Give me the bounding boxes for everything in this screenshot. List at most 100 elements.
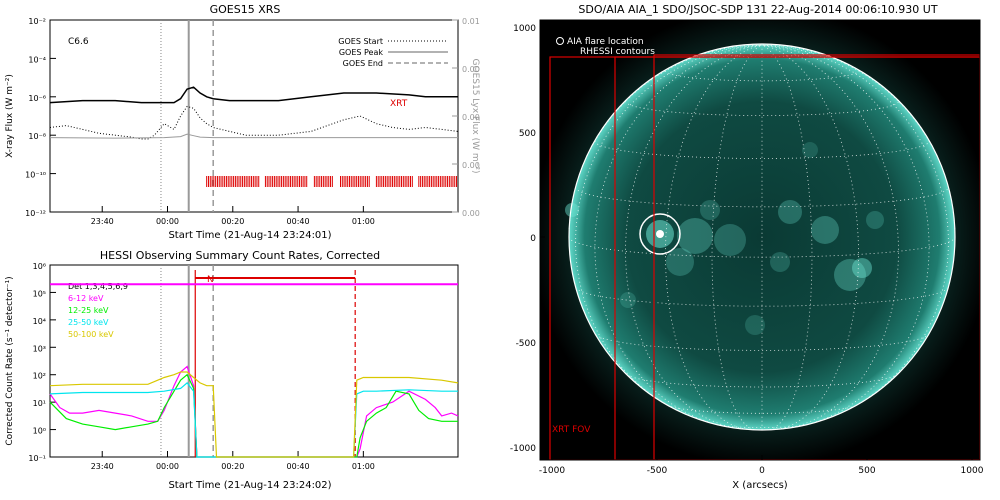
- hessi-xtick-label: 01:00: [352, 462, 375, 471]
- goes-ytick-label: 10⁻⁶: [28, 94, 46, 103]
- goes-xrt-label: XRT: [390, 99, 408, 109]
- aia-active-region: [834, 259, 866, 291]
- hessi-ytick-label: 10⁰: [33, 427, 46, 436]
- hessi-xlabel: Start Time (21-Aug-14 23:24:02): [168, 480, 331, 491]
- hessi-ytick-label: 10¹: [33, 399, 46, 408]
- goes-ytick-right-label: 0.007: [462, 161, 480, 170]
- aia-flare-kernel: [656, 230, 664, 238]
- aia-title: SDO/AIA AIA_1 SDO/JSOC-SDP 131 22-Aug-20…: [578, 3, 937, 16]
- aia-flare-location-circle: [639, 213, 681, 255]
- goes-ytick-right-label: 0.009: [462, 65, 480, 74]
- hessi-series-3: [49, 371, 459, 458]
- hessi-yticks: 10⁶ 10⁵ 10⁴ 10³ 10² 10¹ 10⁰ 10⁻¹: [28, 262, 56, 463]
- hessi-xtick-label: 00:00: [156, 462, 179, 471]
- aia-yticks: 1000 500 0 -500 -1000: [510, 24, 545, 454]
- goes-ytick-label: 10⁻⁸: [28, 132, 46, 141]
- hessi-legend-label: 12-25 keV: [68, 306, 109, 315]
- goes-legend-label: GOES Peak: [339, 48, 384, 57]
- aia-active-regions: [565, 142, 884, 335]
- aia-ytick-label: 0: [530, 234, 536, 244]
- goes-xtick-label: 00:20: [221, 217, 244, 226]
- hessi-marks: [49, 265, 459, 458]
- hessi-legend-label: 6-12 keV: [68, 294, 104, 303]
- aia-xlabel: X (arcsecs): [732, 480, 788, 491]
- hessi-series-2: [49, 382, 458, 458]
- xrt-fov-box-middle: [614, 56, 980, 460]
- goes-ytick-right-label: 0.006: [462, 209, 480, 218]
- hessi-count-rate-plot: HESSI Observing Summary Count Rates, Cor…: [5, 249, 459, 491]
- goes-class-label: C6.6: [68, 37, 89, 47]
- aia-ytick-label: 1000: [513, 24, 536, 34]
- hessi-ytick-label: 10⁴: [33, 317, 46, 326]
- aia-xtick-label: -1000: [539, 466, 565, 476]
- aia-xrt-fov-label: XRT FOV: [552, 425, 591, 435]
- aia-active-region: [778, 200, 802, 224]
- goes-xticks: 23:40 00:00 00:20 00:40 01:00: [91, 206, 375, 226]
- aia-xtick-label: -500: [647, 466, 668, 476]
- left-plots: GOES15 XRS C6.6 XRT Start Time (21-Aug-1…: [0, 0, 480, 500]
- aia-grid-line: [575, 44, 763, 415]
- aia-ytick-label: -1000: [510, 444, 536, 454]
- right-aia-image: SDO/AIA AIA_1 SDO/JSOC-SDP 131 22-Aug-20…: [480, 0, 1000, 500]
- hessi-title: HESSI Observing Summary Count Rates, Cor…: [100, 249, 380, 262]
- hessi-ytick-label: 10⁻¹: [28, 454, 46, 463]
- aia-legend-flare: AIA flare location: [567, 37, 644, 47]
- goes-yticks-right: 0.010 0.009 0.008 0.007 0.006: [452, 17, 480, 218]
- aia-flare-legend-marker: [556, 37, 564, 45]
- goes-marks: [49, 20, 459, 212]
- aia-heliographic-grid: [568, 44, 956, 430]
- goes-series-2: [49, 133, 458, 139]
- goes-series-1: [49, 105, 459, 140]
- aia-active-region: [565, 203, 579, 217]
- hessi-ytick-label: 10³: [33, 344, 46, 353]
- hessi-series-1: [49, 373, 458, 458]
- hessi-axes-frame: [49, 264, 459, 458]
- aia-ytick-label: -500: [516, 339, 537, 349]
- aia-grid-line: [575, 287, 949, 307]
- aia-active-region: [811, 216, 839, 244]
- hessi-legend-label: 50-100 keV: [68, 330, 114, 339]
- goes-xtick-label: 01:00: [352, 217, 375, 226]
- goes-title: GOES15 XRS: [210, 3, 281, 16]
- aia-active-region: [714, 224, 746, 256]
- xrt-fov-box-inner: [653, 54, 980, 460]
- goes-ytick-label: 10⁻⁴: [28, 55, 46, 64]
- aia-grid-line: [716, 424, 808, 428]
- aia-ytick-label: 500: [519, 129, 536, 139]
- aia-active-region: [677, 218, 713, 254]
- hessi-ytick-label: 10⁶: [33, 262, 46, 271]
- hessi-legend-label: Det 1,3,4,5,6,9: [68, 282, 128, 291]
- aia-xtick-label: 0: [759, 466, 765, 476]
- goes-ylabel-right: GOES15 Lyx Flux (W m⁻²): [470, 59, 480, 174]
- hessi-n-label: N: [207, 275, 214, 285]
- hessi-legend: Det 1,3,4,5,6,9 6-12 keV 12-25 keV 25-50 ke…: [68, 282, 128, 339]
- goes-ytick-label: 10⁻¹⁰: [25, 171, 46, 180]
- goes-series-0: [49, 86, 458, 104]
- hessi-ylabel: Corrected Count Rate (s⁻¹ detector⁻¹): [5, 276, 15, 445]
- aia-xtick-label: 1000: [961, 466, 984, 476]
- aia-grid-line: [761, 44, 949, 415]
- aia-active-region: [770, 252, 790, 272]
- goes-xtick-label: 00:40: [287, 217, 310, 226]
- aia-limb-circle: [568, 43, 956, 431]
- hessi-xtick-label: 23:40: [91, 462, 114, 471]
- goes-ytick-label: 10⁻¹²: [25, 209, 46, 218]
- goes-xrt-coverage: [206, 176, 458, 187]
- aia-axes-frame: [539, 19, 981, 461]
- goes-ylabel: X-ray Flux (W m⁻²): [5, 74, 15, 158]
- goes-legend: GOES Start GOES Peak GOES End: [338, 37, 448, 68]
- goes-ytick-label: 10⁻²: [28, 17, 46, 26]
- aia-active-region: [666, 248, 694, 276]
- goes-axes-frame: [49, 19, 459, 213]
- goes-legend-label: GOES End: [343, 59, 383, 68]
- aia-active-region: [620, 292, 636, 308]
- hessi-ytick-label: 10⁵: [33, 289, 46, 298]
- goes-xtick-label: 00:00: [156, 217, 179, 226]
- hessi-series-0: [49, 365, 459, 458]
- hessi-ytick-label: 10²: [33, 372, 46, 381]
- goes-xrs-plot: GOES15 XRS C6.6 XRT Start Time (21-Aug-1…: [5, 3, 480, 241]
- aia-xticks: -1000 -500 0 500 1000: [539, 455, 984, 476]
- hessi-xtick-label: 00:40: [287, 462, 310, 471]
- hessi-xtick-label: 00:20: [221, 462, 244, 471]
- hessi-xticks: 23:40 00:00 00:20 00:40 01:00: [91, 451, 375, 471]
